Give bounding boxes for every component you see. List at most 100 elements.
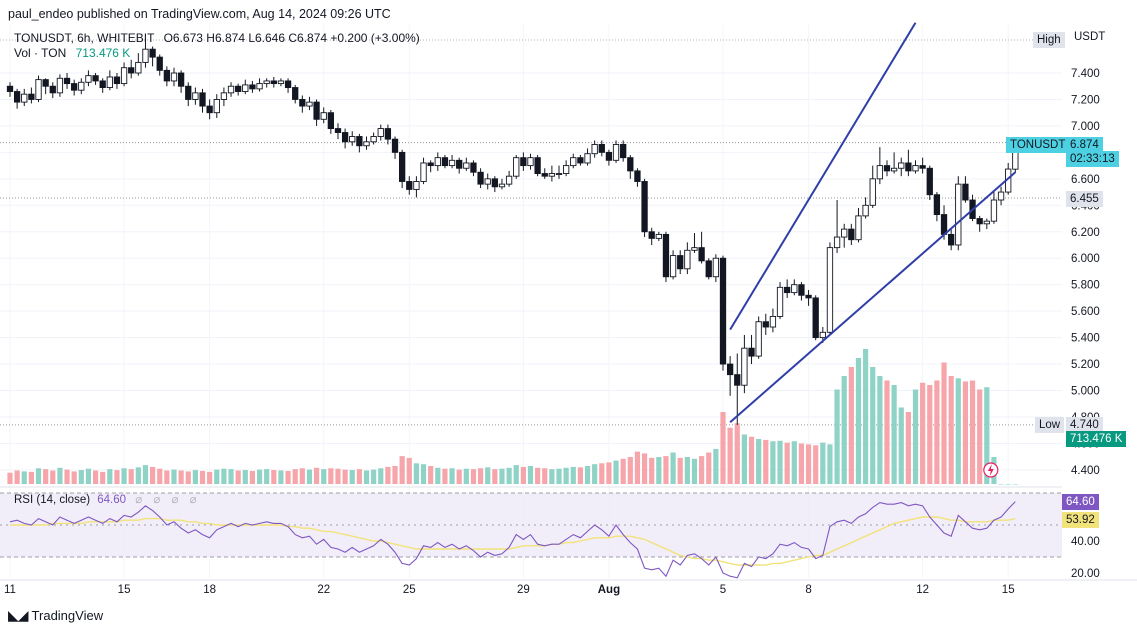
candle[interactable] (498, 178, 506, 190)
candle[interactable] (477, 168, 484, 189)
rising-wedge[interactable] (729, 22, 1016, 424)
candle[interactable] (869, 165, 876, 208)
candle[interactable] (905, 149, 912, 177)
candle[interactable] (826, 242, 834, 335)
candle[interactable] (370, 132, 377, 145)
volume-label[interactable]: Vol · TON (14, 46, 67, 60)
candle[interactable] (548, 165, 556, 182)
candle[interactable] (427, 160, 434, 173)
candle[interactable] (627, 155, 634, 179)
candle[interactable] (769, 308, 777, 333)
candle[interactable] (413, 176, 420, 198)
candle[interactable] (890, 152, 898, 174)
candle[interactable] (106, 70, 113, 91)
candle[interactable] (698, 231, 705, 264)
candle[interactable] (983, 218, 990, 230)
candle[interactable] (320, 107, 327, 124)
symbol-info[interactable]: TONUSDT, 6h, WHITEBIT (14, 31, 155, 45)
candle[interactable] (598, 140, 605, 157)
candle[interactable] (755, 316, 762, 359)
candle[interactable] (448, 155, 456, 169)
candle[interactable] (734, 353, 741, 425)
candle[interactable] (220, 87, 228, 107)
candle[interactable] (63, 73, 71, 89)
candle[interactable] (434, 152, 441, 171)
candle[interactable] (648, 227, 655, 245)
candle[interactable] (620, 140, 627, 162)
candle[interactable] (85, 70, 92, 87)
candle[interactable] (13, 88, 21, 109)
candle[interactable] (391, 136, 399, 159)
candle[interactable] (463, 157, 470, 171)
candle[interactable] (791, 279, 798, 296)
candle[interactable] (406, 176, 413, 195)
candle[interactable] (876, 147, 884, 185)
candle[interactable] (577, 155, 584, 166)
candle[interactable] (363, 136, 370, 150)
candle[interactable] (962, 176, 969, 203)
candle[interactable] (456, 157, 463, 174)
candle[interactable] (56, 74, 64, 97)
candle[interactable] (534, 155, 541, 177)
candle[interactable] (227, 82, 235, 97)
candle[interactable] (49, 82, 56, 99)
candle[interactable] (976, 215, 983, 232)
candle[interactable] (570, 153, 577, 169)
candle[interactable] (641, 178, 648, 238)
candle[interactable] (142, 41, 149, 68)
candle[interactable] (484, 173, 491, 190)
candle[interactable] (555, 165, 563, 179)
candle[interactable] (420, 157, 427, 185)
candle[interactable] (356, 133, 363, 153)
candle[interactable] (691, 233, 698, 253)
candle[interactable] (399, 149, 406, 189)
candle[interactable] (776, 282, 784, 320)
candle[interactable] (990, 192, 998, 224)
candle[interactable] (177, 70, 185, 93)
candle[interactable] (513, 155, 520, 179)
candle[interactable] (948, 229, 955, 251)
candle[interactable] (384, 124, 392, 145)
candle[interactable] (284, 78, 292, 93)
candle[interactable] (377, 124, 384, 141)
candle[interactable] (505, 170, 513, 187)
candle[interactable] (584, 148, 591, 166)
candle[interactable] (120, 62, 128, 87)
tradingview-logo[interactable]: ◣◢ TradingView (8, 607, 103, 624)
candle[interactable] (933, 192, 941, 222)
candle[interactable] (719, 255, 727, 371)
candle[interactable] (883, 160, 891, 177)
rsi-ma-line[interactable] (10, 516, 1016, 566)
candle[interactable] (6, 82, 14, 97)
candle[interactable] (270, 76, 277, 88)
candle[interactable] (712, 254, 720, 283)
candle[interactable] (292, 84, 299, 104)
candle[interactable] (163, 66, 171, 87)
rsi-pane[interactable] (0, 492, 1062, 579)
candle[interactable] (113, 73, 121, 89)
candle[interactable] (655, 231, 662, 242)
candle[interactable] (213, 94, 220, 118)
candle[interactable] (99, 78, 106, 93)
candle[interactable] (313, 99, 320, 126)
candle[interactable] (833, 200, 841, 253)
candle[interactable] (256, 78, 263, 92)
candle[interactable] (898, 157, 905, 177)
candle[interactable] (591, 140, 598, 158)
candle[interactable] (705, 258, 712, 280)
candle[interactable] (634, 168, 641, 187)
candle[interactable] (912, 160, 919, 174)
candle[interactable] (997, 186, 1005, 206)
rsi-line[interactable] (9, 501, 1016, 579)
candle[interactable] (199, 88, 206, 113)
candle[interactable] (441, 155, 449, 169)
candle[interactable] (306, 96, 313, 111)
candle[interactable] (263, 78, 270, 88)
candle[interactable] (520, 152, 527, 171)
candle[interactable] (784, 279, 791, 298)
candle[interactable] (206, 99, 213, 120)
candle[interactable] (684, 242, 691, 275)
candle[interactable] (128, 59, 135, 79)
candle[interactable] (42, 78, 49, 95)
